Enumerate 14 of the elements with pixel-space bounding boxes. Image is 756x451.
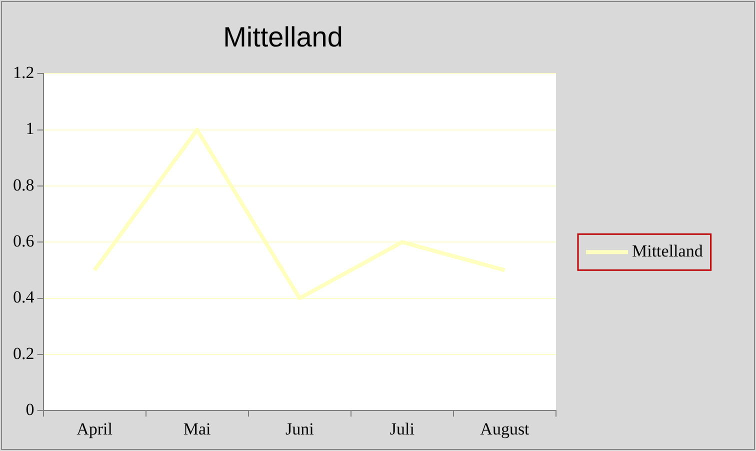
x-tick-label: August xyxy=(480,419,530,438)
legend-label: Mittelland xyxy=(632,242,704,261)
x-tick-label: Juni xyxy=(285,419,314,438)
y-tick-label: 0 xyxy=(26,400,34,420)
chart-title: Mittelland xyxy=(223,22,343,53)
x-tick-label: Mai xyxy=(183,419,212,438)
x-tick-label: Juli xyxy=(390,419,415,438)
y-tick-label: 1 xyxy=(26,119,34,138)
x-tick-label: April xyxy=(76,419,113,438)
y-tick-label: 0.8 xyxy=(13,175,34,194)
y-tick-label: 1.2 xyxy=(13,63,34,82)
y-tick-label: 0.2 xyxy=(13,344,34,363)
y-tick-label: 0.6 xyxy=(13,232,34,251)
y-tick-label: 0.4 xyxy=(13,288,35,307)
